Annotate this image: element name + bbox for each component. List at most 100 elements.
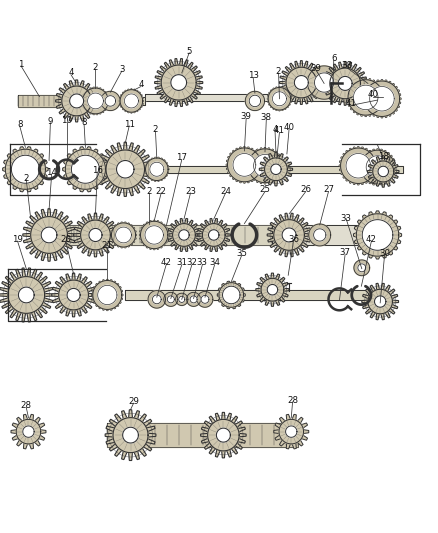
Polygon shape bbox=[113, 418, 148, 453]
Polygon shape bbox=[107, 423, 298, 447]
Polygon shape bbox=[202, 223, 225, 246]
Text: 23: 23 bbox=[185, 187, 196, 196]
Polygon shape bbox=[362, 220, 393, 251]
Polygon shape bbox=[227, 148, 261, 182]
Polygon shape bbox=[105, 410, 156, 461]
Polygon shape bbox=[254, 155, 276, 177]
Text: 22: 22 bbox=[155, 187, 167, 196]
Polygon shape bbox=[11, 155, 39, 183]
Text: 39: 39 bbox=[241, 112, 251, 121]
Polygon shape bbox=[366, 156, 389, 179]
Text: 28: 28 bbox=[21, 401, 32, 410]
Polygon shape bbox=[353, 85, 378, 110]
Polygon shape bbox=[111, 223, 136, 247]
Polygon shape bbox=[98, 285, 117, 304]
Polygon shape bbox=[346, 78, 385, 117]
Polygon shape bbox=[70, 94, 84, 108]
Polygon shape bbox=[309, 224, 331, 246]
Polygon shape bbox=[74, 213, 117, 257]
Text: 32: 32 bbox=[186, 259, 198, 268]
Polygon shape bbox=[201, 413, 246, 458]
Polygon shape bbox=[145, 158, 168, 181]
Polygon shape bbox=[267, 213, 311, 257]
Polygon shape bbox=[179, 230, 189, 240]
Text: 4: 4 bbox=[272, 125, 278, 134]
Polygon shape bbox=[217, 281, 245, 309]
Text: 11: 11 bbox=[124, 119, 135, 128]
Polygon shape bbox=[286, 426, 297, 437]
Polygon shape bbox=[106, 150, 145, 189]
Polygon shape bbox=[374, 296, 386, 307]
Text: 16: 16 bbox=[92, 166, 103, 175]
Polygon shape bbox=[248, 149, 282, 183]
Polygon shape bbox=[307, 66, 341, 99]
Text: 27: 27 bbox=[323, 185, 334, 195]
Polygon shape bbox=[8, 277, 45, 313]
Polygon shape bbox=[362, 283, 399, 320]
Polygon shape bbox=[233, 154, 256, 176]
Polygon shape bbox=[378, 166, 389, 177]
Text: 6: 6 bbox=[331, 54, 336, 63]
Text: 40: 40 bbox=[283, 123, 295, 132]
Polygon shape bbox=[62, 86, 92, 116]
Polygon shape bbox=[267, 285, 278, 295]
Polygon shape bbox=[286, 67, 317, 98]
Text: 13: 13 bbox=[247, 71, 259, 80]
Polygon shape bbox=[360, 150, 395, 184]
Text: 2: 2 bbox=[146, 187, 152, 196]
Text: 42: 42 bbox=[366, 235, 377, 244]
Text: 17: 17 bbox=[176, 154, 187, 163]
Text: 35: 35 bbox=[236, 249, 247, 258]
Text: 33: 33 bbox=[197, 259, 208, 268]
Polygon shape bbox=[16, 419, 41, 444]
Polygon shape bbox=[139, 220, 169, 250]
Polygon shape bbox=[124, 94, 138, 108]
Text: 2: 2 bbox=[276, 67, 281, 76]
Text: 40: 40 bbox=[367, 90, 379, 99]
Polygon shape bbox=[259, 152, 293, 186]
Polygon shape bbox=[223, 286, 240, 304]
Polygon shape bbox=[5, 149, 46, 189]
Polygon shape bbox=[314, 229, 326, 241]
Polygon shape bbox=[171, 75, 187, 91]
Text: 42: 42 bbox=[161, 257, 172, 266]
Polygon shape bbox=[120, 90, 143, 112]
Polygon shape bbox=[373, 161, 394, 182]
Text: 37: 37 bbox=[339, 248, 351, 257]
Polygon shape bbox=[98, 142, 152, 196]
Polygon shape bbox=[363, 79, 401, 118]
Polygon shape bbox=[110, 222, 137, 248]
Text: 2: 2 bbox=[153, 125, 158, 134]
Polygon shape bbox=[31, 216, 67, 253]
Text: 4: 4 bbox=[68, 68, 74, 77]
Polygon shape bbox=[370, 86, 394, 111]
Text: 28: 28 bbox=[287, 395, 298, 405]
Polygon shape bbox=[367, 156, 399, 187]
Polygon shape bbox=[141, 221, 168, 249]
Text: 25: 25 bbox=[259, 185, 271, 195]
Polygon shape bbox=[314, 73, 334, 92]
Polygon shape bbox=[3, 147, 48, 192]
Polygon shape bbox=[330, 68, 360, 99]
Polygon shape bbox=[249, 95, 261, 107]
Text: 21: 21 bbox=[102, 241, 113, 250]
Polygon shape bbox=[271, 164, 281, 174]
Polygon shape bbox=[261, 278, 284, 301]
Polygon shape bbox=[226, 147, 263, 183]
Polygon shape bbox=[245, 91, 265, 110]
Polygon shape bbox=[0, 268, 53, 322]
Polygon shape bbox=[359, 149, 396, 185]
Text: 41: 41 bbox=[274, 126, 285, 135]
Polygon shape bbox=[274, 220, 304, 251]
Polygon shape bbox=[67, 288, 80, 302]
Polygon shape bbox=[70, 96, 145, 106]
Text: 10: 10 bbox=[61, 116, 72, 125]
Polygon shape bbox=[267, 86, 292, 111]
Polygon shape bbox=[346, 154, 371, 178]
Polygon shape bbox=[23, 426, 34, 437]
Polygon shape bbox=[117, 160, 134, 178]
Text: 4: 4 bbox=[138, 80, 144, 89]
Polygon shape bbox=[265, 158, 287, 181]
Text: 38: 38 bbox=[261, 113, 272, 122]
Text: 19: 19 bbox=[12, 235, 23, 244]
